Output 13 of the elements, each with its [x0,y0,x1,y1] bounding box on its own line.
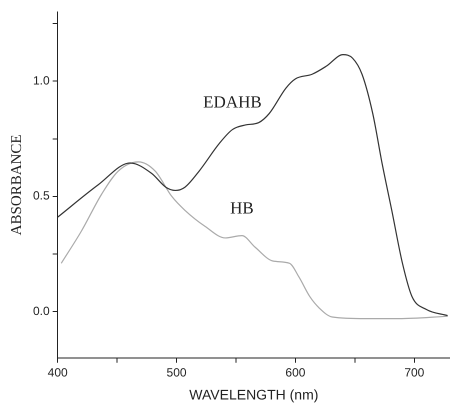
x-tick-label: 500 [166,365,187,380]
y-tick-label: 0.5 [32,188,50,203]
y-tick-label: 0.0 [32,304,50,318]
annotation: HB [230,198,254,218]
x-tick-label: 400 [48,365,68,380]
y-tick-label: 1.0 [32,73,50,88]
annotation: EDAHB [203,92,262,112]
y-axis-title: ABSORBANCE [8,134,25,236]
line-series [60,161,448,320]
line-series [58,54,448,316]
x-tick-label: 700 [404,365,425,380]
x-tick-label: 600 [285,365,306,380]
x-axis-title: WAVELENGTH (nm) [189,386,318,402]
